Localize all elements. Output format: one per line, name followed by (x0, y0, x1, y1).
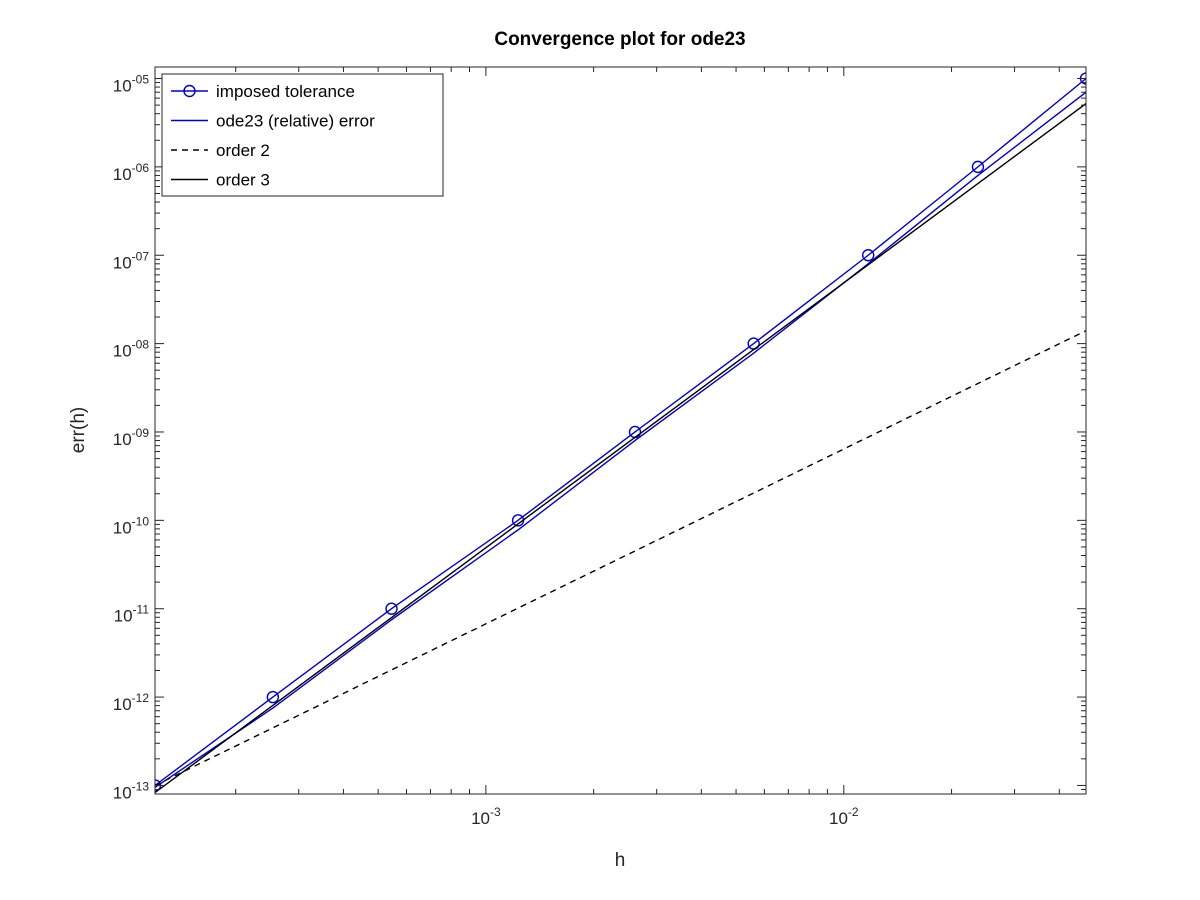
y-axis-label: err(h) (68, 407, 89, 453)
chart-title: Convergence plot for ode23 (494, 29, 745, 50)
y-tick-label: 10-07 (113, 249, 150, 272)
y-tick-label: 10-09 (113, 426, 150, 449)
data-point-imposed-tolerance (971, 160, 985, 174)
legend-box (161, 73, 444, 197)
plot-frame (154, 66, 1087, 795)
x-tick-label: 10-3 (471, 805, 501, 828)
y-tick-label: 10-05 (113, 73, 150, 96)
y-tick-label: 10-13 (113, 779, 150, 802)
data-point-imposed-tolerance (862, 249, 875, 262)
series-line-order-2 (155, 330, 1086, 787)
legend-label-order-2: order 2 (216, 141, 270, 160)
legend-label-ode23-relative-error: ode23 (relative) error (216, 112, 375, 131)
y-tick-label: 10-12 (113, 691, 150, 714)
series-line-imposed-tolerance (155, 77, 1086, 787)
y-tick-label: 10-06 (113, 161, 150, 184)
legend: imposed tolerance ode23 (relative) error o… (161, 73, 444, 197)
legend-label-imposed-tolerance: imposed tolerance (216, 82, 355, 101)
data-point-imposed-tolerance (266, 690, 280, 704)
series-line-order-3 (155, 103, 1086, 794)
y-tick-label: 10-08 (113, 338, 150, 361)
legend-marker-imposed-tolerance (183, 84, 196, 98)
x-axis-label: h (615, 850, 626, 871)
y-tick-label: 10-11 (114, 603, 150, 626)
y-tick-label: 10-10 (113, 514, 150, 537)
series-line-ode23-relative-error (155, 91, 1086, 788)
data-point-imposed-tolerance (385, 602, 398, 615)
legend-label-order-3: order 3 (216, 171, 270, 190)
ticks-layer: 10-3 10-2 10-13 10-12 10-11 10-10 10-09 10-08 10… (113, 67, 1086, 828)
x-tick-label: 10-2 (829, 805, 859, 828)
